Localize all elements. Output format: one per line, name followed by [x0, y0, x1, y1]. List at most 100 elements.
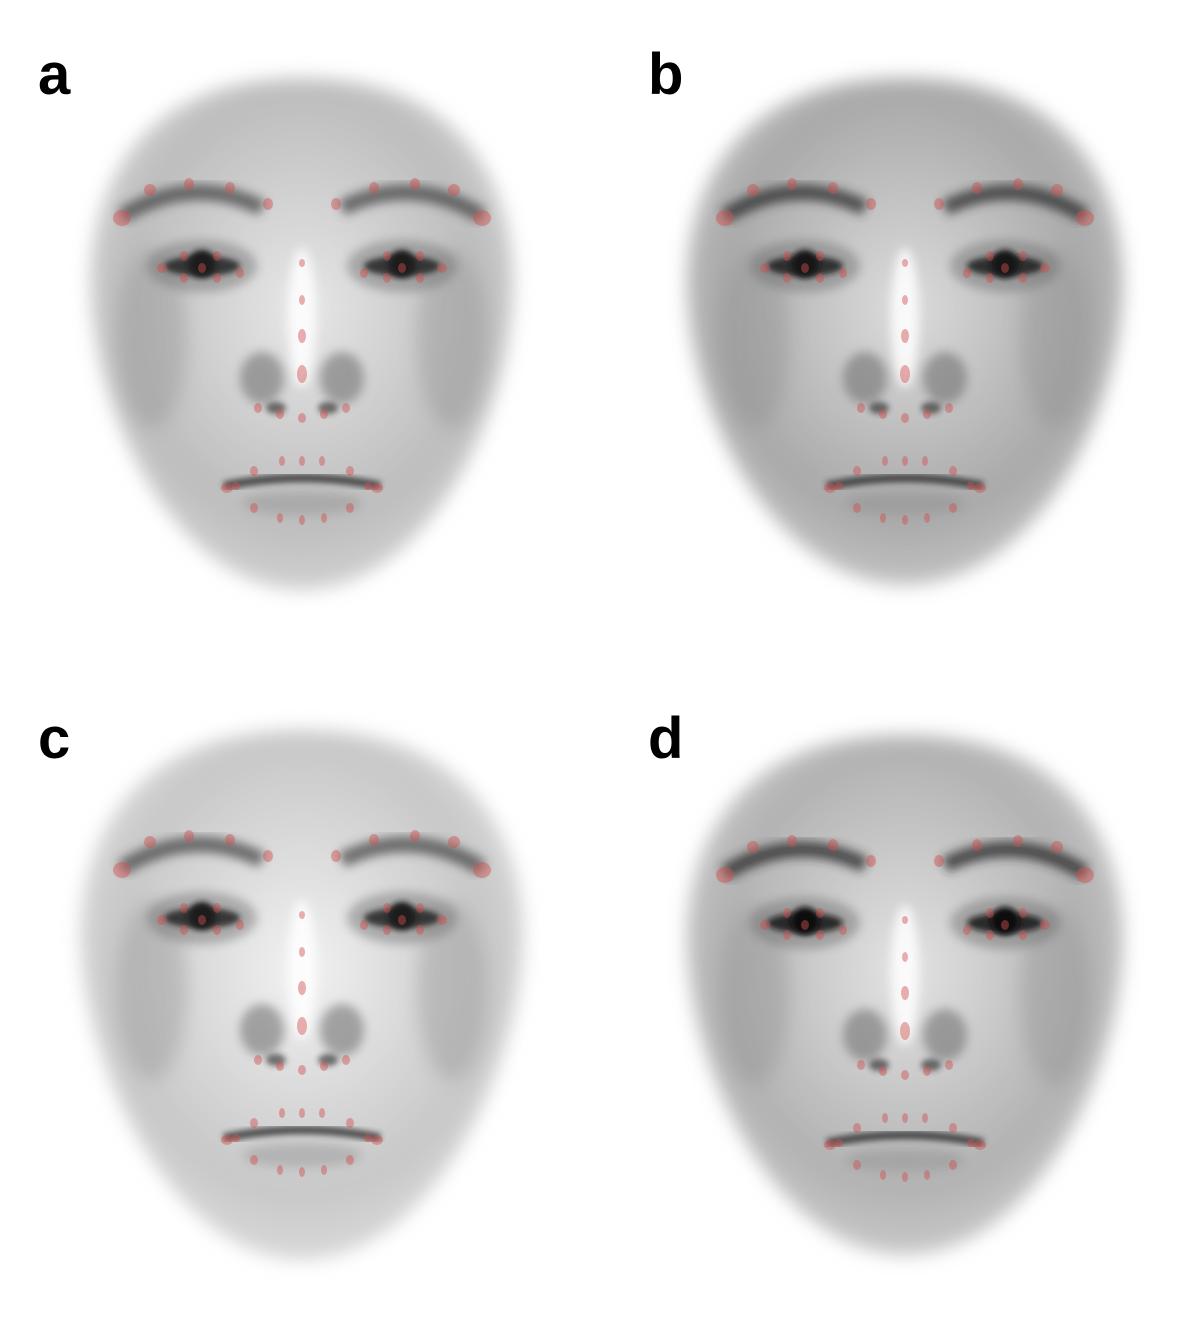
landmark-dot-eyebrow — [184, 178, 194, 190]
landmark-dot-mouth — [949, 1160, 957, 1170]
face-image-d — [686, 735, 1124, 1255]
landmark-dot-nose — [923, 1066, 931, 1076]
landmark-dot-mouth — [949, 503, 957, 513]
landmark-dot-eye — [986, 273, 994, 283]
landmark-dot-eyebrow — [1013, 835, 1023, 847]
landmark-dot-eye — [839, 268, 847, 278]
landmark-dot-eyebrow — [828, 839, 838, 851]
landmark-dot-eye — [1001, 920, 1009, 930]
landmark-dot-eyebrow — [448, 184, 460, 196]
landmark-dot-eye — [416, 273, 424, 283]
landmark-dot-eye — [760, 263, 770, 273]
landmark-dot-eye — [1019, 930, 1027, 940]
face-image-c — [80, 730, 524, 1260]
landmark-dot-nose — [923, 409, 931, 419]
landmark-dot-eye — [783, 908, 791, 918]
landmark-dot-nose — [902, 295, 908, 305]
landmark-dot-mouth — [949, 1123, 957, 1133]
landmark-dot-eyebrow — [972, 182, 982, 194]
landmark-dot-mouth — [299, 456, 305, 466]
landmark-dot-mouth — [299, 515, 305, 525]
landmark-dot-eye — [180, 925, 188, 935]
landmark-dot-nose — [902, 952, 908, 962]
landmark-dot-nose — [902, 259, 908, 267]
landmark-dot-nose — [254, 1055, 262, 1065]
landmark-dot-eye — [157, 915, 167, 925]
landmark-dot-eye — [783, 273, 791, 283]
landmark-dot-eye — [1040, 920, 1050, 930]
landmark-dot-nose — [879, 1066, 887, 1076]
landmark-dot-eye — [180, 903, 188, 913]
landmark-dot-nose — [320, 1061, 328, 1071]
landmark-dot-eye — [360, 920, 368, 930]
landmark-dot-mouth — [250, 1118, 258, 1128]
panel-d: d — [610, 670, 1200, 1335]
landmark-dot-nose — [299, 295, 305, 305]
landmark-dot-nose — [945, 1060, 953, 1070]
landmark-dot-eyebrow — [331, 850, 341, 862]
landmark-dot-nose — [298, 329, 306, 343]
landmark-dot-eyebrow — [473, 862, 491, 878]
landmark-dot-mouth — [853, 1123, 861, 1133]
landmark-dot-eye — [383, 903, 391, 913]
landmark-dot-mouth — [279, 1108, 285, 1118]
landmark-dot-mouth — [299, 1167, 305, 1177]
landmark-dot-nose — [299, 947, 305, 957]
landmark-dot-eye — [1019, 251, 1027, 261]
landmark-dot-nose — [857, 1060, 865, 1070]
landmark-dot-eye — [157, 263, 167, 273]
landmark-dot-eyebrow — [369, 182, 379, 194]
landmark-dot-eye — [416, 251, 424, 261]
landmark-dot-eye — [437, 263, 447, 273]
landmark-dot-eyebrow — [1076, 867, 1094, 883]
panel-b: b — [610, 0, 1200, 665]
landmark-dot-eye — [986, 251, 994, 261]
landmark-dot-mouth — [835, 1139, 843, 1147]
landmark-dot-nose — [298, 1065, 306, 1075]
landmark-dot-nose — [342, 403, 350, 413]
landmark-dot-eye — [383, 925, 391, 935]
landmark-dot-mouth — [882, 456, 888, 466]
landmark-dot-eyebrow — [787, 178, 797, 190]
landmark-dot-nose — [902, 916, 908, 924]
face-image-a — [90, 78, 514, 590]
landmark-dot-eyebrow — [934, 198, 944, 210]
landmark-dot-mouth — [299, 1108, 305, 1118]
landmark-dot-mouth — [853, 1160, 861, 1170]
landmark-dot-eyebrow — [1051, 841, 1063, 853]
landmark-dot-mouth — [279, 456, 285, 466]
landmark-dot-mouth — [824, 483, 836, 493]
landmark-dot-eye — [986, 930, 994, 940]
landmark-dot-eyebrow — [866, 855, 876, 867]
landmark-dot-mouth — [371, 483, 383, 493]
landmark-dot-eye — [801, 920, 809, 930]
landmark-dot-nose — [901, 986, 909, 1000]
landmark-dot-mouth — [346, 466, 354, 476]
landmark-dot-nose — [276, 409, 284, 419]
landmark-dot-eye — [398, 263, 406, 273]
landmark-dot-eye — [213, 903, 221, 913]
landmark-dot-nose — [342, 1055, 350, 1065]
landmark-dot-nose — [299, 259, 305, 267]
landmark-dot-eye — [213, 273, 221, 283]
landmark-dot-eyebrow — [473, 210, 491, 226]
landmark-dot-nose — [320, 409, 328, 419]
landmark-dot-eye — [1019, 908, 1027, 918]
landmark-dot-mouth — [882, 1113, 888, 1123]
landmark-dot-mouth — [902, 1172, 908, 1182]
landmark-dot-eyebrow — [369, 834, 379, 846]
landmark-dot-eye — [783, 251, 791, 261]
landmark-dot-eye — [180, 273, 188, 283]
landmark-dot-eyebrow — [1013, 178, 1023, 190]
landmark-dot-mouth — [853, 503, 861, 513]
landmark-dot-eye — [360, 268, 368, 278]
landmark-dot-mouth — [974, 1140, 986, 1150]
landmark-dot-mouth — [364, 482, 372, 490]
landmark-dot-nose — [299, 911, 305, 919]
landmark-dot-nose — [297, 1017, 307, 1035]
landmark-dot-mouth — [232, 1134, 240, 1142]
landmark-dot-eyebrow — [263, 850, 273, 862]
landmark-dot-nose — [901, 1070, 909, 1080]
landmark-dot-mouth — [221, 483, 233, 493]
landmark-dot-eyebrow — [448, 836, 460, 848]
